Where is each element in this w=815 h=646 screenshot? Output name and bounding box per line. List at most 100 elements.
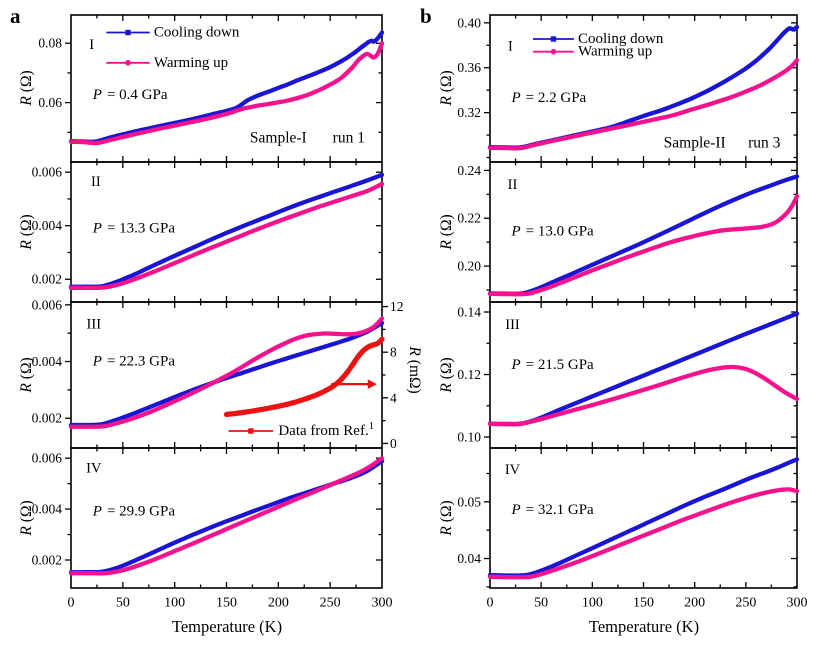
warming-curve [487,57,800,151]
panel-b-II: 0.20 0.22 0.24 II P = 13.0 GPa [457,161,800,303]
pressure-label: P = 13.0 GPa [510,224,594,240]
warming-curve [68,41,385,146]
panel-b-letter: b [420,4,432,28]
x-tick-label: 300 [787,596,808,611]
legend-square-marker [248,428,254,434]
panel-a-III: 0.002 0.004 0.006 0 4 8 12 III P = 22.3 GPa Data f… [32,297,404,451]
y-tick-label: 0.36 [457,60,481,75]
ohm-unit: (Ω) [438,214,455,237]
panel-roman-numeral: I [89,37,94,53]
x-tick-label: 50 [534,596,548,611]
y-tick-label: 0.05 [457,494,481,509]
y-tick-label: 0.006 [32,165,63,180]
warming-curve [68,456,385,576]
y-tick-label: 0.006 [32,297,63,312]
y-axis-label-a2: R (Ω) [18,214,36,249]
x-tick-label: 250 [320,596,341,611]
x-axis-label-a: Temperature (K) [171,617,283,636]
y-tick-label: 0.004 [32,354,63,369]
y-tick-label: 0.22 [457,211,481,226]
y-tick-label: 0.40 [457,15,481,30]
sample-label: Sample-II [664,134,726,151]
y-tick-label: 0.08 [38,36,62,51]
y-axis-label-b1: R (Ω) [438,70,456,105]
y-tick-label: 0.12 [457,367,481,382]
ohm-unit: (Ω) [438,500,455,523]
y-tick-label: 0.002 [32,553,62,568]
cooling-curve [487,457,800,578]
r-symbol: R [438,240,455,250]
r-symbol: R [18,96,35,106]
sample-label: Sample-I [250,130,307,147]
ref-arrow-head [367,379,377,389]
right-y-tick-label: 4 [390,390,397,405]
x-tick-label: 200 [684,596,705,611]
x-tick-label: 100 [582,596,603,611]
x-tick-label: 300 [372,596,393,611]
r-symbol: R [438,96,455,106]
panel-roman-numeral: II [508,177,518,193]
panel-b-III: 0.10 0.12 0.14 III P = 21.5 GPa [457,301,800,449]
r-symbol: R [406,346,423,356]
panel-a-IV: 0 50 100 150 200 250 300 0.002 0.004 0.006 IV P = 29… [32,447,393,611]
pressure-label: P = 32.1 GPa [510,502,594,518]
warming-curve [487,487,800,580]
x-tick-label: 100 [164,596,185,611]
legend-label: Data from Ref.1 [278,420,374,439]
legend-label: Warming up [578,44,652,60]
y-axis-label-b4: R (Ω) [438,500,456,535]
panel-roman-numeral: III [87,317,102,333]
legend-circle-marker [125,60,131,66]
pressure-label: P = 22.3 GPa [92,354,176,370]
panel-a-letter: a [10,4,21,28]
y-tick-label: 0.10 [457,430,481,445]
legend-label: Cooling down [578,31,664,47]
warming-curve [68,181,385,291]
x-axis-label-b: Temperature (K) [588,617,700,636]
y-tick-label: 0.04 [457,551,481,566]
ohm-unit: (Ω) [438,70,455,93]
y-tick-label: 0.20 [457,259,481,274]
panel-roman-numeral: I [508,38,513,54]
x-tick-label: 150 [633,596,654,611]
panel-a-II: 0.002 0.004 0.006 II P = 13.3 GPa [32,161,385,303]
right-y-tick-label: 0 [390,436,397,451]
y-axis-label-a3: R (Ω) [18,357,36,392]
right-y-axis-label-mohm: R (mΩ) [405,346,423,393]
pressure-label: P = 2.2 GPa [510,90,586,106]
mohm-unit: (mΩ) [406,359,423,394]
y-tick-label: 0.06 [38,95,62,110]
r-symbol: R [18,383,35,393]
x-tick-label: 200 [268,596,289,611]
legend-square-marker [125,29,131,36]
ref-curve [223,336,385,417]
right-y-tick-label: 12 [390,299,404,314]
ohm-unit: (Ω) [18,500,35,523]
warming-curve [487,364,800,427]
panel-b-I: 0.32 0.36 0.40 I P = 2.2 GPa Sample-II run 3 Coo… [457,14,800,163]
y-tick-label: 0.004 [32,218,63,233]
y-axis-label-a1: R (Ω) [18,70,36,105]
y-tick-label: 0.32 [457,105,481,120]
r-symbol: R [18,240,35,250]
pressure-label: P = 0.4 GPa [92,87,168,103]
right-y-tick-label: 8 [390,345,397,360]
ohm-unit: (Ω) [18,214,35,237]
panel-b-IV: 0 50 100 150 200 250 300 0.04 0.05 IV P = 32.1 GPa [457,447,808,611]
legend-circle-marker [550,48,557,55]
y-tick-label: 0.002 [32,411,62,426]
y-tick-label: 0.004 [32,502,63,517]
r-symbol: R [18,526,35,536]
y-tick-label: 0.24 [457,163,481,178]
r-symbol: R [438,526,455,536]
y-tick-label: 0.14 [457,305,481,320]
cooling-curve [487,174,800,297]
panel-roman-numeral: III [505,317,520,333]
cooling-curve [68,30,385,144]
panel-roman-numeral: IV [505,462,521,478]
legend-square-marker [550,36,557,42]
y-tick-label: 0.006 [32,451,63,466]
ohm-unit: (Ω) [438,357,455,380]
